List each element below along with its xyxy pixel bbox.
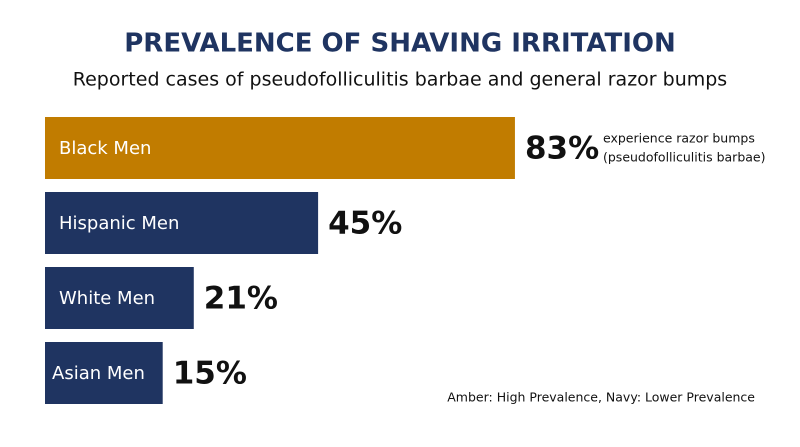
category-label: Hispanic Men [59,213,179,234]
category-label: Black Men [59,138,151,159]
value-label: 83% [525,131,599,167]
value-label: 21% [204,281,278,317]
value-label: 15% [173,356,247,392]
category-label: Asian Men [52,363,145,384]
bar [45,117,515,179]
category-label: White Men [59,288,155,309]
annotation: experience razor bumps [603,131,755,146]
annotation: (pseudofolliculitis barbae) [603,150,765,165]
bar [45,267,194,329]
chart-title: PREVALENCE OF SHAVING IRRITATION [124,29,675,59]
chart-subtitle: Reported cases of pseudofolliculitis bar… [73,69,727,91]
bar [45,342,163,404]
legend-note: Amber: High Prevalence, Navy: Lower Prev… [447,390,755,405]
bar [45,192,319,254]
value-label: 45% [328,206,402,242]
